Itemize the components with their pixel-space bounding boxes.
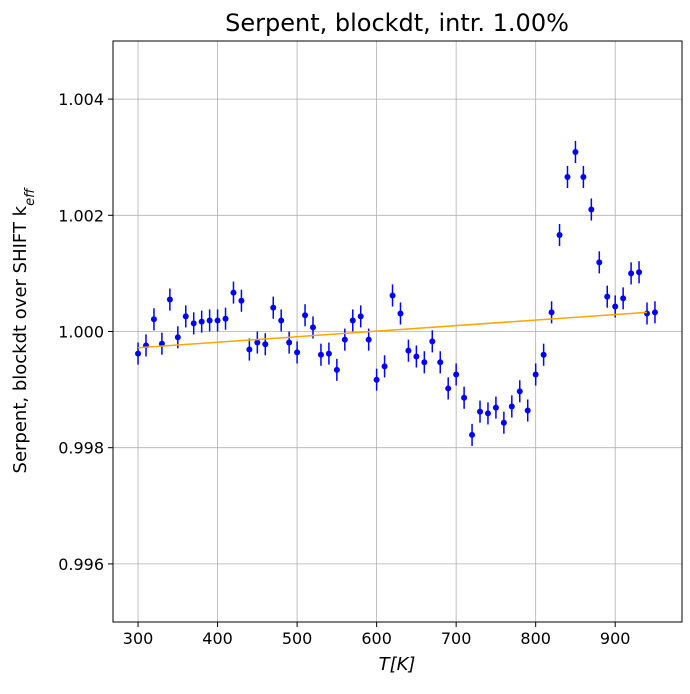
point: [302, 312, 309, 319]
point: [516, 388, 523, 395]
x-tick-label: 400: [202, 629, 233, 648]
point: [278, 317, 285, 324]
point: [421, 359, 428, 366]
point: [596, 259, 603, 266]
point: [477, 408, 484, 415]
y-axis-label-sub: eff: [23, 187, 38, 206]
point: [333, 366, 340, 373]
y-tick-label: 1.002: [58, 206, 104, 225]
point: [190, 320, 197, 327]
point: [389, 292, 396, 299]
point: [214, 317, 221, 324]
point: [612, 303, 619, 310]
point: [262, 341, 269, 348]
plot-frame: [112, 40, 683, 623]
y-axis-label-main: Serpent, blockdt over SHIFT k: [10, 205, 31, 473]
point: [381, 363, 388, 370]
point: [317, 351, 324, 358]
x-tick-label: 800: [520, 629, 551, 648]
point: [620, 295, 627, 302]
y-tick-label: 1.004: [58, 90, 104, 109]
point: [413, 353, 420, 360]
point: [182, 313, 189, 320]
point: [644, 310, 651, 317]
point: [198, 318, 205, 325]
point: [294, 349, 301, 356]
x-tick-label: 300: [123, 629, 154, 648]
x-tick-label: 700: [441, 629, 472, 648]
point: [238, 297, 245, 304]
y-axis-label: Serpent, blockdt over SHIFT keff: [10, 187, 38, 474]
point: [564, 173, 571, 180]
point: [174, 334, 181, 341]
x-tick-label: 900: [600, 629, 631, 648]
point: [365, 336, 372, 343]
point: [230, 289, 237, 296]
y-tick-label: 1.000: [58, 323, 104, 342]
point: [206, 317, 213, 324]
point: [461, 394, 468, 401]
point: [453, 371, 460, 378]
point: [604, 293, 611, 300]
point: [397, 310, 404, 317]
point: [222, 315, 229, 322]
x-tick-label: 500: [282, 629, 313, 648]
point: [246, 346, 253, 353]
x-axis-label: T[K]: [379, 654, 416, 675]
point: [548, 309, 555, 316]
fit-line: [137, 311, 648, 349]
point: [651, 309, 658, 316]
point: [524, 407, 531, 414]
point: [469, 431, 476, 438]
point: [150, 316, 157, 323]
point: [158, 340, 165, 347]
point: [373, 376, 380, 383]
point: [357, 313, 364, 320]
point: [572, 148, 579, 155]
point: [286, 339, 293, 346]
point: [540, 351, 547, 358]
point: [532, 371, 539, 378]
point: [429, 338, 436, 345]
point: [556, 232, 563, 239]
point: [405, 347, 412, 354]
chart-title: Serpent, blockdt, intr. 1.00%: [225, 9, 569, 37]
point: [492, 404, 499, 411]
x-tick-label: 600: [361, 629, 392, 648]
y-tick-label: 0.996: [58, 555, 104, 574]
point: [580, 173, 587, 180]
point: [254, 339, 261, 346]
point: [166, 296, 173, 303]
point: [500, 419, 507, 426]
point: [135, 350, 142, 357]
point: [349, 317, 356, 324]
point: [636, 269, 643, 276]
point: [588, 206, 595, 213]
point: [341, 336, 348, 343]
point: [445, 385, 452, 392]
point: [508, 403, 515, 410]
point: [628, 270, 635, 277]
point: [325, 350, 332, 357]
point: [484, 410, 491, 417]
point: [310, 324, 317, 331]
point: [270, 304, 277, 311]
y-tick-label: 0.998: [58, 439, 104, 458]
point: [437, 359, 444, 366]
